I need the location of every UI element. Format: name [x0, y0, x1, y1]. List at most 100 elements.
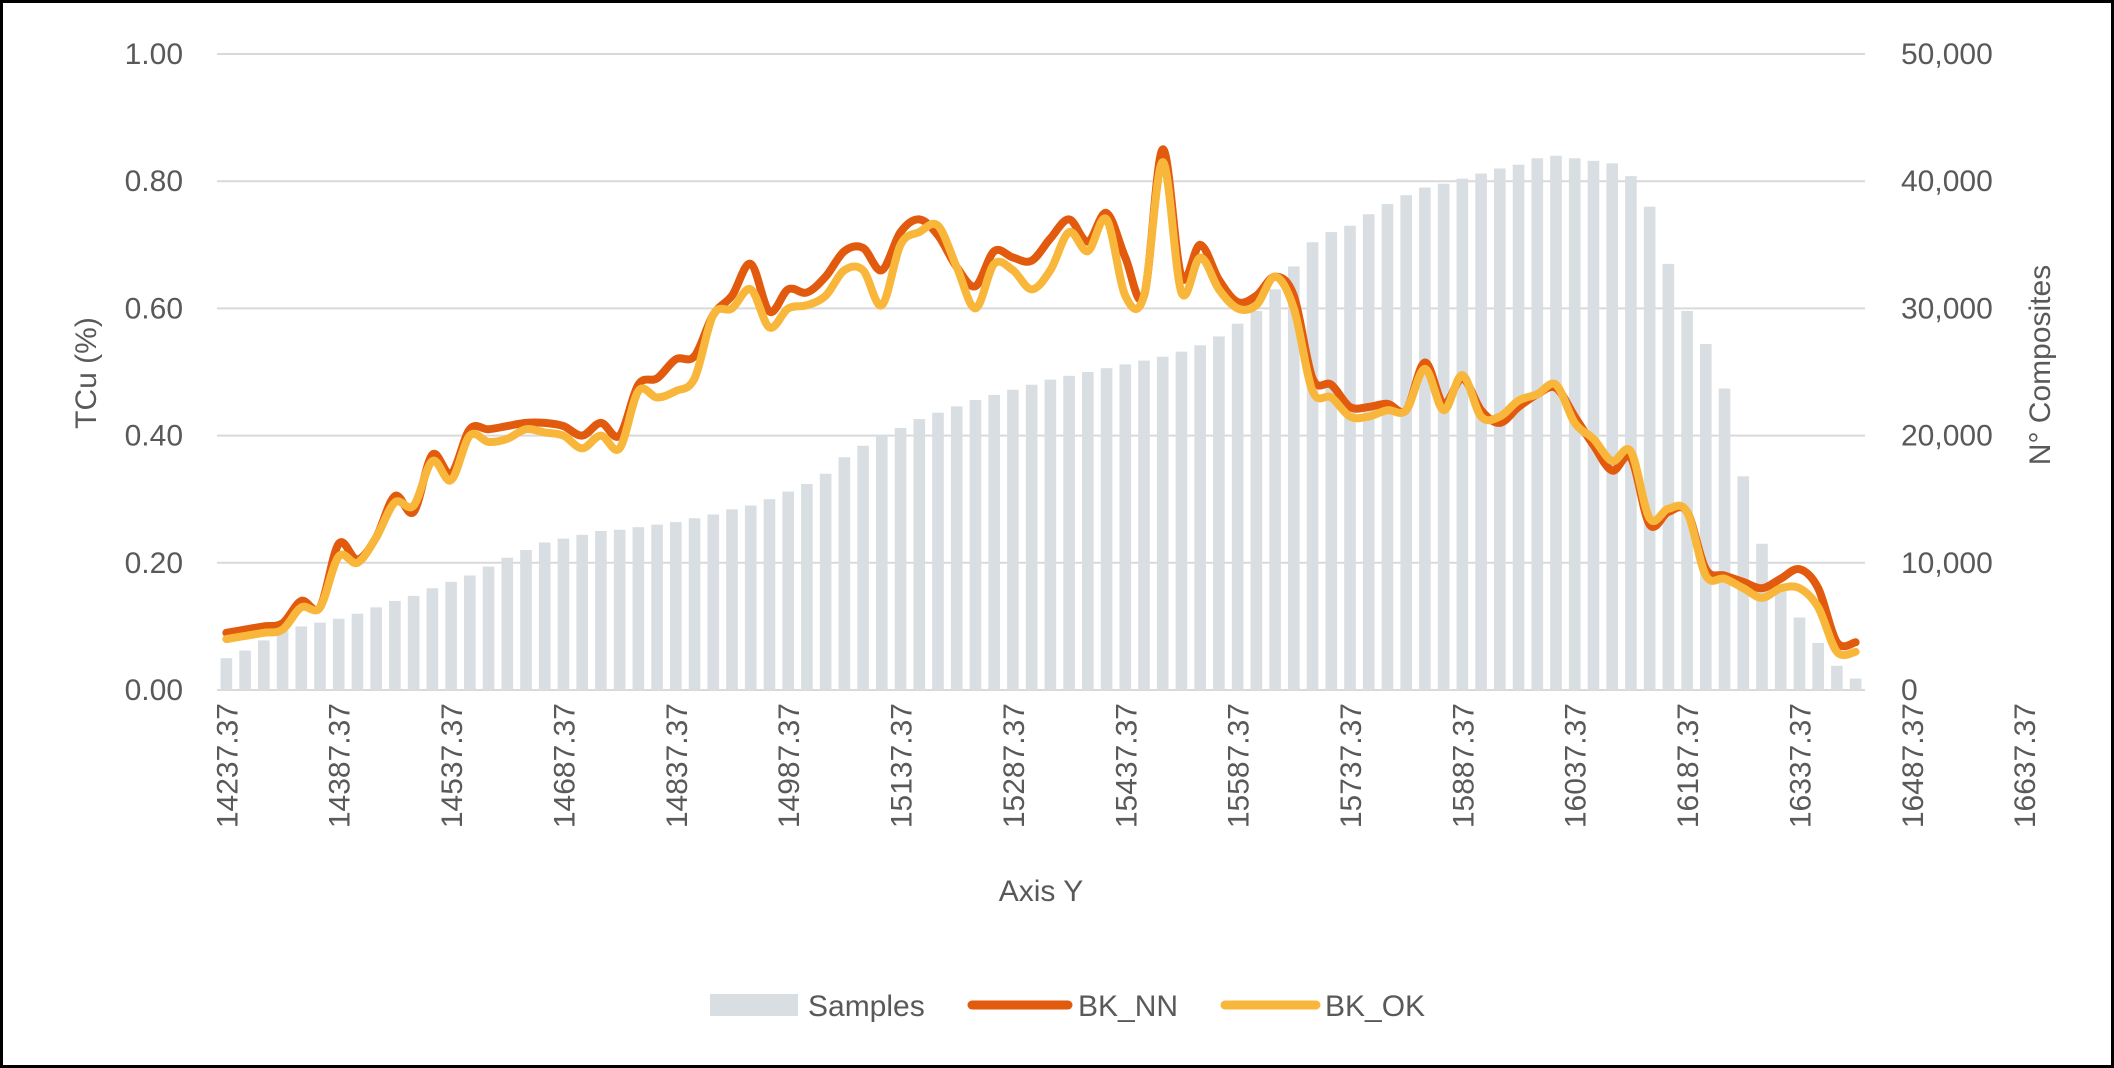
bar-samples	[1831, 665, 1843, 690]
bar-samples	[482, 566, 495, 690]
bar-samples	[1381, 204, 1394, 690]
x-tick-label: 15587.37	[1223, 703, 1256, 828]
bar-samples	[1494, 168, 1506, 691]
bar-samples	[370, 607, 382, 690]
bar-samples	[389, 600, 401, 690]
x-tick-label: 14837.37	[661, 703, 694, 828]
x-tick-label: 15887.37	[1447, 703, 1480, 828]
y-left-tick-label: 0.60	[125, 292, 183, 325]
bar-samples	[1456, 178, 1469, 690]
legend: Samples BK_NN BK_OK	[710, 990, 1425, 1023]
bar-samples	[426, 588, 439, 690]
bar-samples	[1213, 336, 1225, 690]
x-tick-label: 14537.37	[436, 703, 469, 828]
bar-samples	[1156, 356, 1169, 690]
bar-samples	[1625, 176, 1637, 690]
bar-samples	[1419, 187, 1431, 690]
bar-samples	[332, 618, 345, 690]
bar-samples	[1288, 266, 1300, 690]
bar-samples	[726, 509, 738, 690]
x-tick-label: 15437.37	[1110, 703, 1143, 828]
legend-label-samples: Samples	[808, 990, 925, 1023]
bar-samples	[1250, 310, 1263, 690]
bar-samples	[1025, 384, 1038, 690]
bar-samples	[950, 406, 963, 690]
y-right-tick-label: 50,000	[1901, 38, 1993, 71]
bar-samples	[613, 529, 626, 690]
bar-samples	[576, 534, 588, 690]
x-tick-label: 14237.37	[211, 703, 244, 828]
x-tick-label: 16187.37	[1672, 703, 1705, 828]
bar-samples	[276, 630, 289, 690]
bar-samples	[1082, 372, 1094, 690]
bar-samples	[501, 557, 514, 690]
x-tick-label: 16037.37	[1560, 703, 1593, 828]
y-right-tick-label: 0	[1901, 674, 1918, 707]
bar-samples	[819, 473, 832, 690]
x-tick-label: 14987.37	[773, 703, 806, 828]
bar-samples	[1662, 263, 1675, 690]
y-axis-left-title: TCu (%)	[70, 317, 103, 429]
bar-samples	[464, 575, 476, 690]
bar-samples	[1100, 368, 1113, 690]
chart-svg: 0.00 0.20 0.40 0.60 0.80 1.00 0 10,000 20,000 30…	[70, 38, 2057, 1023]
bar-samples	[1231, 323, 1244, 690]
bar-samples	[1362, 214, 1375, 690]
y-left-tick-label: 0.20	[125, 547, 183, 580]
y-axis-right-title: N° Composites	[2024, 265, 2057, 465]
samples-bars	[220, 155, 1862, 691]
bar-samples	[1531, 158, 1544, 690]
bar-samples	[1007, 389, 1019, 690]
series-lines	[222, 145, 1860, 660]
y-left-tick-label: 1.00	[125, 38, 183, 71]
bar-samples	[239, 650, 251, 690]
bar-samples	[932, 412, 944, 690]
x-tick-label: 15287.37	[998, 703, 1031, 828]
bar-samples	[782, 491, 794, 690]
bar-samples	[1512, 164, 1525, 690]
legend-label-bk-nn: BK_NN	[1078, 990, 1178, 1023]
y-right-tick-label: 20,000	[1901, 420, 1993, 453]
bar-samples	[538, 542, 551, 690]
bar-samples	[351, 613, 364, 690]
y-left-tick-label: 0.00	[125, 674, 183, 707]
bar-samples	[1587, 160, 1600, 690]
bar-samples	[1793, 617, 1806, 690]
bar-samples	[876, 435, 888, 690]
bar-samples	[1849, 678, 1862, 690]
bar-samples	[1550, 155, 1562, 690]
bar-samples	[707, 514, 720, 690]
bar-samples	[1138, 360, 1150, 690]
bar-samples	[1606, 163, 1618, 691]
legend-label-bk-ok: BK_OK	[1325, 990, 1425, 1023]
bar-samples	[1475, 173, 1487, 690]
bar-samples	[1400, 195, 1412, 690]
bar-samples	[1643, 206, 1656, 690]
x-axis-title: Axis Y	[999, 875, 1083, 908]
x-tick-label: 15737.37	[1335, 703, 1368, 828]
bar-samples	[520, 550, 532, 690]
x-tick-label: 16337.37	[1784, 703, 1817, 828]
x-tick-label: 15137.37	[886, 703, 919, 828]
y-left-tick-label: 0.80	[125, 165, 183, 198]
bar-samples	[1269, 289, 1281, 690]
line-bk-ok	[222, 158, 1860, 660]
x-axis-ticks: 14237.37 14387.37 14537.37 14687.37 14837.37…	[211, 703, 2042, 828]
bar-samples	[1306, 242, 1319, 691]
bar-samples	[838, 457, 851, 690]
bar-samples	[258, 640, 270, 690]
bar-samples	[969, 399, 982, 690]
bar-samples	[1437, 183, 1450, 690]
bar-samples	[407, 595, 420, 690]
bar-samples	[220, 658, 233, 690]
bar-samples	[1700, 344, 1712, 690]
bar-samples	[857, 445, 869, 690]
bar-samples	[1175, 351, 1188, 690]
bar-samples	[314, 622, 326, 690]
bar-samples	[1718, 388, 1731, 690]
x-tick-label: 16637.37	[2009, 703, 2042, 828]
bar-samples	[1325, 232, 1338, 690]
bar-samples	[295, 626, 308, 690]
bar-samples	[651, 524, 663, 690]
